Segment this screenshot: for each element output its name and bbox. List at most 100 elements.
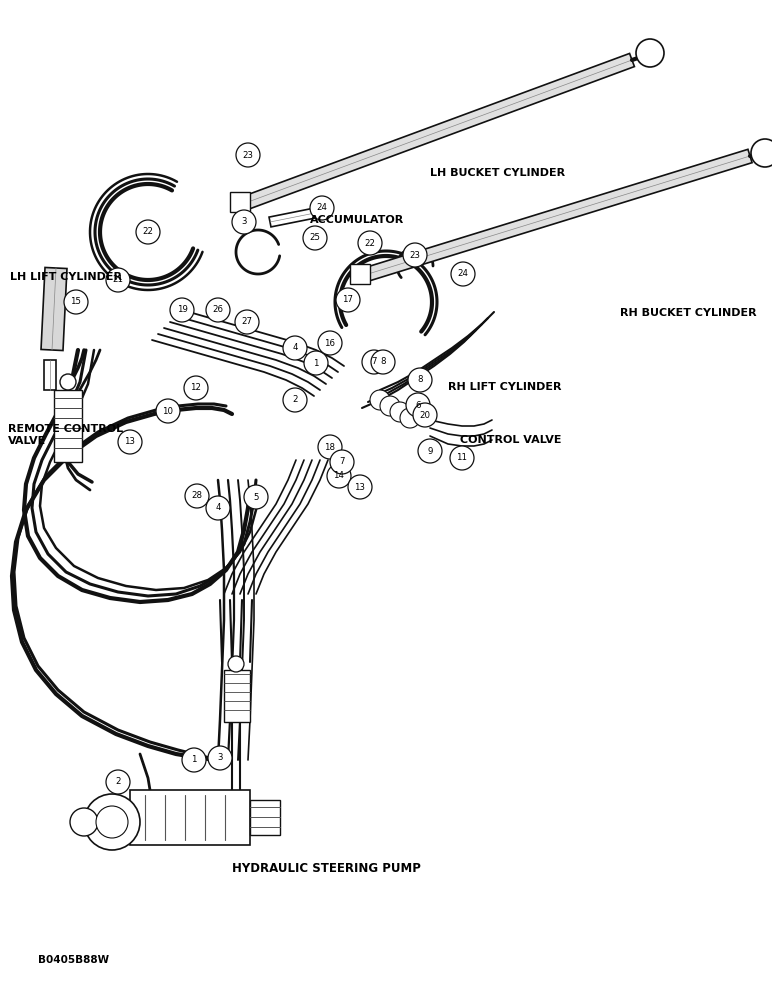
Text: 5: 5 bbox=[253, 492, 259, 502]
Circle shape bbox=[418, 439, 442, 463]
Circle shape bbox=[235, 310, 259, 334]
Circle shape bbox=[310, 196, 334, 220]
Circle shape bbox=[413, 403, 437, 427]
Polygon shape bbox=[269, 205, 331, 227]
Text: HYDRAULIC STEERING PUMP: HYDRAULIC STEERING PUMP bbox=[232, 862, 421, 875]
Text: 7: 7 bbox=[339, 458, 345, 466]
Text: 4: 4 bbox=[215, 504, 221, 512]
Text: ACCUMULATOR: ACCUMULATOR bbox=[310, 215, 405, 225]
Text: 23: 23 bbox=[242, 150, 253, 159]
Text: 12: 12 bbox=[191, 383, 201, 392]
Text: LH BUCKET CYLINDER: LH BUCKET CYLINDER bbox=[430, 168, 565, 178]
Text: 26: 26 bbox=[212, 306, 224, 314]
Circle shape bbox=[106, 770, 130, 794]
Circle shape bbox=[206, 496, 230, 520]
Circle shape bbox=[400, 408, 420, 428]
FancyBboxPatch shape bbox=[350, 264, 370, 284]
Circle shape bbox=[451, 262, 475, 286]
Circle shape bbox=[244, 485, 268, 509]
Circle shape bbox=[318, 331, 342, 355]
Circle shape bbox=[96, 806, 128, 838]
FancyBboxPatch shape bbox=[224, 670, 250, 722]
Circle shape bbox=[318, 435, 342, 459]
Text: VALVE: VALVE bbox=[8, 436, 46, 446]
FancyBboxPatch shape bbox=[230, 192, 250, 212]
Text: LH LIFT CYLINDER: LH LIFT CYLINDER bbox=[10, 272, 122, 282]
Polygon shape bbox=[41, 267, 67, 351]
Circle shape bbox=[60, 374, 76, 390]
Circle shape bbox=[156, 399, 180, 423]
Circle shape bbox=[636, 39, 664, 67]
Circle shape bbox=[751, 139, 772, 167]
Circle shape bbox=[170, 298, 194, 322]
Circle shape bbox=[70, 808, 98, 836]
Text: 11: 11 bbox=[456, 454, 468, 462]
Text: 13: 13 bbox=[354, 483, 365, 491]
Text: 2: 2 bbox=[115, 778, 120, 786]
Circle shape bbox=[362, 350, 386, 374]
Circle shape bbox=[84, 794, 140, 850]
Text: CONTROL VALVE: CONTROL VALVE bbox=[460, 435, 561, 445]
Text: 24: 24 bbox=[317, 204, 327, 213]
Text: RH LIFT CYLINDER: RH LIFT CYLINDER bbox=[448, 382, 561, 392]
Circle shape bbox=[303, 226, 327, 250]
Text: 1: 1 bbox=[191, 756, 197, 764]
Circle shape bbox=[358, 231, 382, 255]
Text: 1: 1 bbox=[313, 359, 319, 367]
Circle shape bbox=[327, 464, 351, 488]
Text: 28: 28 bbox=[191, 491, 202, 500]
Circle shape bbox=[408, 368, 432, 392]
Text: 16: 16 bbox=[324, 338, 336, 348]
Text: B0405B88W: B0405B88W bbox=[38, 955, 109, 965]
Text: 15: 15 bbox=[70, 298, 82, 306]
Text: 6: 6 bbox=[415, 400, 421, 410]
Circle shape bbox=[64, 290, 88, 314]
Text: 21: 21 bbox=[113, 275, 124, 284]
Text: 22: 22 bbox=[364, 238, 375, 247]
Polygon shape bbox=[44, 360, 56, 390]
Text: 8: 8 bbox=[381, 358, 386, 366]
Circle shape bbox=[185, 484, 209, 508]
Text: 9: 9 bbox=[428, 446, 432, 456]
Text: REMOTE CONTROL: REMOTE CONTROL bbox=[8, 424, 123, 434]
Circle shape bbox=[182, 748, 206, 772]
Text: 25: 25 bbox=[310, 233, 320, 242]
Text: 27: 27 bbox=[242, 318, 252, 326]
Circle shape bbox=[371, 350, 395, 374]
Circle shape bbox=[304, 351, 328, 375]
Circle shape bbox=[348, 475, 372, 499]
Circle shape bbox=[380, 396, 400, 416]
Text: 3: 3 bbox=[217, 754, 223, 762]
Circle shape bbox=[184, 376, 208, 400]
Circle shape bbox=[283, 388, 307, 412]
Circle shape bbox=[370, 390, 390, 410]
Text: 20: 20 bbox=[419, 410, 431, 420]
Text: 10: 10 bbox=[162, 406, 174, 416]
Text: 23: 23 bbox=[409, 250, 421, 259]
Text: 4: 4 bbox=[293, 344, 298, 353]
Text: 18: 18 bbox=[324, 442, 336, 452]
Text: 14: 14 bbox=[334, 472, 344, 481]
Circle shape bbox=[206, 298, 230, 322]
Text: 22: 22 bbox=[143, 228, 154, 236]
Text: 8: 8 bbox=[417, 375, 423, 384]
Text: 3: 3 bbox=[241, 218, 247, 227]
Circle shape bbox=[406, 393, 430, 417]
Text: 24: 24 bbox=[458, 269, 469, 278]
FancyBboxPatch shape bbox=[130, 790, 250, 845]
Polygon shape bbox=[245, 53, 635, 209]
Text: 2: 2 bbox=[293, 395, 298, 404]
Circle shape bbox=[450, 446, 474, 470]
Circle shape bbox=[236, 143, 260, 167]
Circle shape bbox=[336, 288, 360, 312]
Polygon shape bbox=[366, 149, 752, 281]
Circle shape bbox=[390, 402, 410, 422]
Circle shape bbox=[106, 268, 130, 292]
Circle shape bbox=[232, 210, 256, 234]
Circle shape bbox=[228, 656, 244, 672]
Text: 19: 19 bbox=[177, 306, 188, 314]
Circle shape bbox=[330, 450, 354, 474]
Circle shape bbox=[283, 336, 307, 360]
Text: RH BUCKET CYLINDER: RH BUCKET CYLINDER bbox=[620, 308, 757, 318]
Text: 17: 17 bbox=[343, 296, 354, 304]
